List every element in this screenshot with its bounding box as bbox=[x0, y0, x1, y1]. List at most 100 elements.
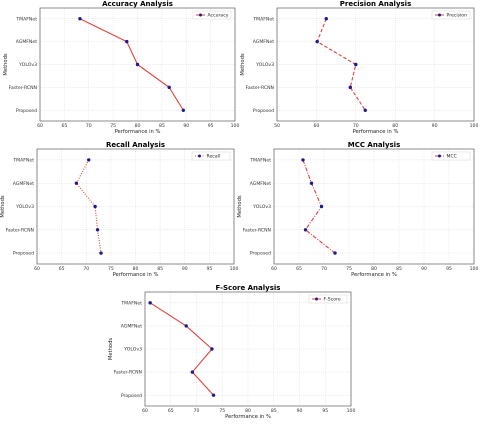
y-tick-label: TMAFNet bbox=[15, 16, 37, 22]
legend-label: Recall bbox=[207, 154, 221, 160]
y-tick-label: AGMFNet bbox=[250, 181, 271, 187]
legend-marker bbox=[198, 154, 201, 158]
x-tick-label: 100 bbox=[470, 123, 479, 129]
legend-marker bbox=[438, 154, 441, 158]
chart-panel-4: MCC Analysis 60 65 70 75 80 85 90 95 100 TMAFNet AG… bbox=[237, 141, 478, 278]
x-tick-label: 70 bbox=[321, 266, 327, 272]
x-tick-label: 95 bbox=[206, 266, 212, 272]
data-point bbox=[93, 204, 97, 209]
x-tick-label: 85 bbox=[157, 266, 163, 272]
y-axis-label: Methods bbox=[240, 53, 246, 75]
legend-marker bbox=[438, 13, 441, 17]
x-tick-label: 80 bbox=[245, 408, 251, 414]
y-tick-label: Faster-RCNN bbox=[6, 227, 34, 233]
chart-title: Precision Analysis bbox=[340, 0, 412, 8]
y-axis-label: Methods bbox=[0, 195, 6, 217]
plot-frame bbox=[276, 7, 475, 122]
chart-panel-1: Accuracy Analysis 60 65 70 75 80 85 90 95 100 TMAF… bbox=[3, 0, 239, 135]
chart-panel-5: F-Score Analysis 60 65 70 75 80 85 90 95 100 TMAFN… bbox=[108, 284, 355, 420]
x-tick-label: 60 bbox=[313, 123, 319, 129]
chart-title: F-Score Analysis bbox=[216, 284, 281, 292]
x-tick-label: 65 bbox=[59, 266, 65, 272]
data-point bbox=[363, 108, 367, 112]
x-axis-label: Performance in % bbox=[225, 414, 271, 420]
x-tick-label: 90 bbox=[297, 408, 303, 414]
x-tick-label: 60 bbox=[37, 123, 43, 129]
x-tick-label: 85 bbox=[396, 266, 402, 272]
data-point bbox=[324, 17, 328, 21]
y-axis-label: Methods bbox=[108, 338, 114, 360]
x-tick-label: 80 bbox=[371, 266, 377, 272]
data-point bbox=[301, 158, 305, 162]
y-axis-label: Methods bbox=[237, 195, 243, 217]
y-tick-label: Faster-RCNN bbox=[9, 85, 37, 91]
data-point bbox=[125, 39, 129, 44]
x-tick-label: 90 bbox=[432, 123, 438, 129]
data-point bbox=[348, 85, 352, 90]
x-tick-label: 80 bbox=[135, 123, 141, 129]
y-tick-label: Faster-RCNN bbox=[114, 370, 142, 376]
x-axis-label: Performance in % bbox=[351, 272, 397, 278]
y-tick-label: YOLOv3 bbox=[18, 62, 37, 68]
x-tick-label: 80 bbox=[392, 123, 398, 129]
data-point bbox=[184, 324, 188, 328]
y-tick-label: YOLOv3 bbox=[123, 347, 142, 353]
y-tick-label: AGMFNet bbox=[13, 181, 34, 187]
x-tick-label: 100 bbox=[347, 408, 356, 414]
x-tick-label: 90 bbox=[183, 123, 189, 129]
x-tick-label: 70 bbox=[83, 266, 89, 272]
legend-box bbox=[308, 294, 348, 304]
data-point bbox=[87, 158, 91, 162]
plot-frame bbox=[36, 148, 235, 265]
legend-marker bbox=[199, 13, 202, 17]
x-tick-label: 100 bbox=[231, 123, 240, 129]
data-point bbox=[181, 108, 186, 112]
y-tick-label: Proposed bbox=[121, 393, 142, 399]
data-point bbox=[78, 17, 82, 21]
y-tick-label: AGMFNet bbox=[16, 39, 37, 45]
y-axis-label: Methods bbox=[3, 53, 9, 75]
y-tick-label: AGMFNet bbox=[121, 324, 142, 330]
legend-box bbox=[431, 151, 471, 161]
x-tick-label: 75 bbox=[219, 408, 225, 414]
x-tick-label: 60 bbox=[34, 266, 40, 272]
chart-title: Recall Analysis bbox=[106, 141, 165, 149]
y-tick-label: YOLOv3 bbox=[15, 204, 34, 210]
x-tick-label: 50 bbox=[274, 123, 280, 129]
data-point bbox=[333, 251, 337, 255]
data-point bbox=[315, 39, 319, 44]
data-point bbox=[148, 301, 152, 305]
data-point bbox=[303, 228, 308, 232]
x-axis-label: Performance in % bbox=[353, 129, 399, 135]
x-tick-label: 90 bbox=[421, 266, 427, 272]
series-line bbox=[75, 159, 102, 254]
y-tick-label: TMAFNet bbox=[252, 16, 274, 22]
plot-frame bbox=[39, 7, 236, 122]
x-tick-label: 90 bbox=[182, 266, 188, 272]
y-tick-label: TMAFNet bbox=[12, 158, 34, 164]
x-tick-label: 70 bbox=[86, 123, 92, 129]
x-axis-label: Performance in % bbox=[115, 129, 161, 135]
x-tick-label: 80 bbox=[133, 266, 139, 272]
y-tick-label: AGMFNet bbox=[253, 39, 274, 45]
x-tick-label: 65 bbox=[168, 408, 174, 414]
x-tick-label: 100 bbox=[230, 266, 239, 272]
y-tick-label: TMAFNet bbox=[249, 158, 271, 164]
y-tick-label: Proposed bbox=[13, 251, 34, 257]
legend-label: MCC bbox=[447, 154, 457, 160]
data-point bbox=[74, 181, 79, 185]
x-tick-label: 95 bbox=[446, 266, 452, 272]
legend-box bbox=[191, 151, 231, 161]
x-tick-label: 60 bbox=[271, 266, 277, 272]
y-tick-label: Proposed bbox=[250, 251, 271, 257]
legend-label: Precision bbox=[447, 13, 468, 19]
x-tick-label: 70 bbox=[194, 408, 200, 414]
data-point bbox=[167, 85, 171, 90]
chart-title: MCC Analysis bbox=[348, 141, 401, 149]
chart-title: Accuracy Analysis bbox=[102, 0, 173, 8]
data-point bbox=[95, 228, 100, 232]
x-tick-label: 85 bbox=[159, 123, 165, 129]
x-tick-label: 70 bbox=[353, 123, 359, 129]
plot-frame bbox=[273, 148, 475, 265]
plot-frame bbox=[144, 291, 352, 407]
